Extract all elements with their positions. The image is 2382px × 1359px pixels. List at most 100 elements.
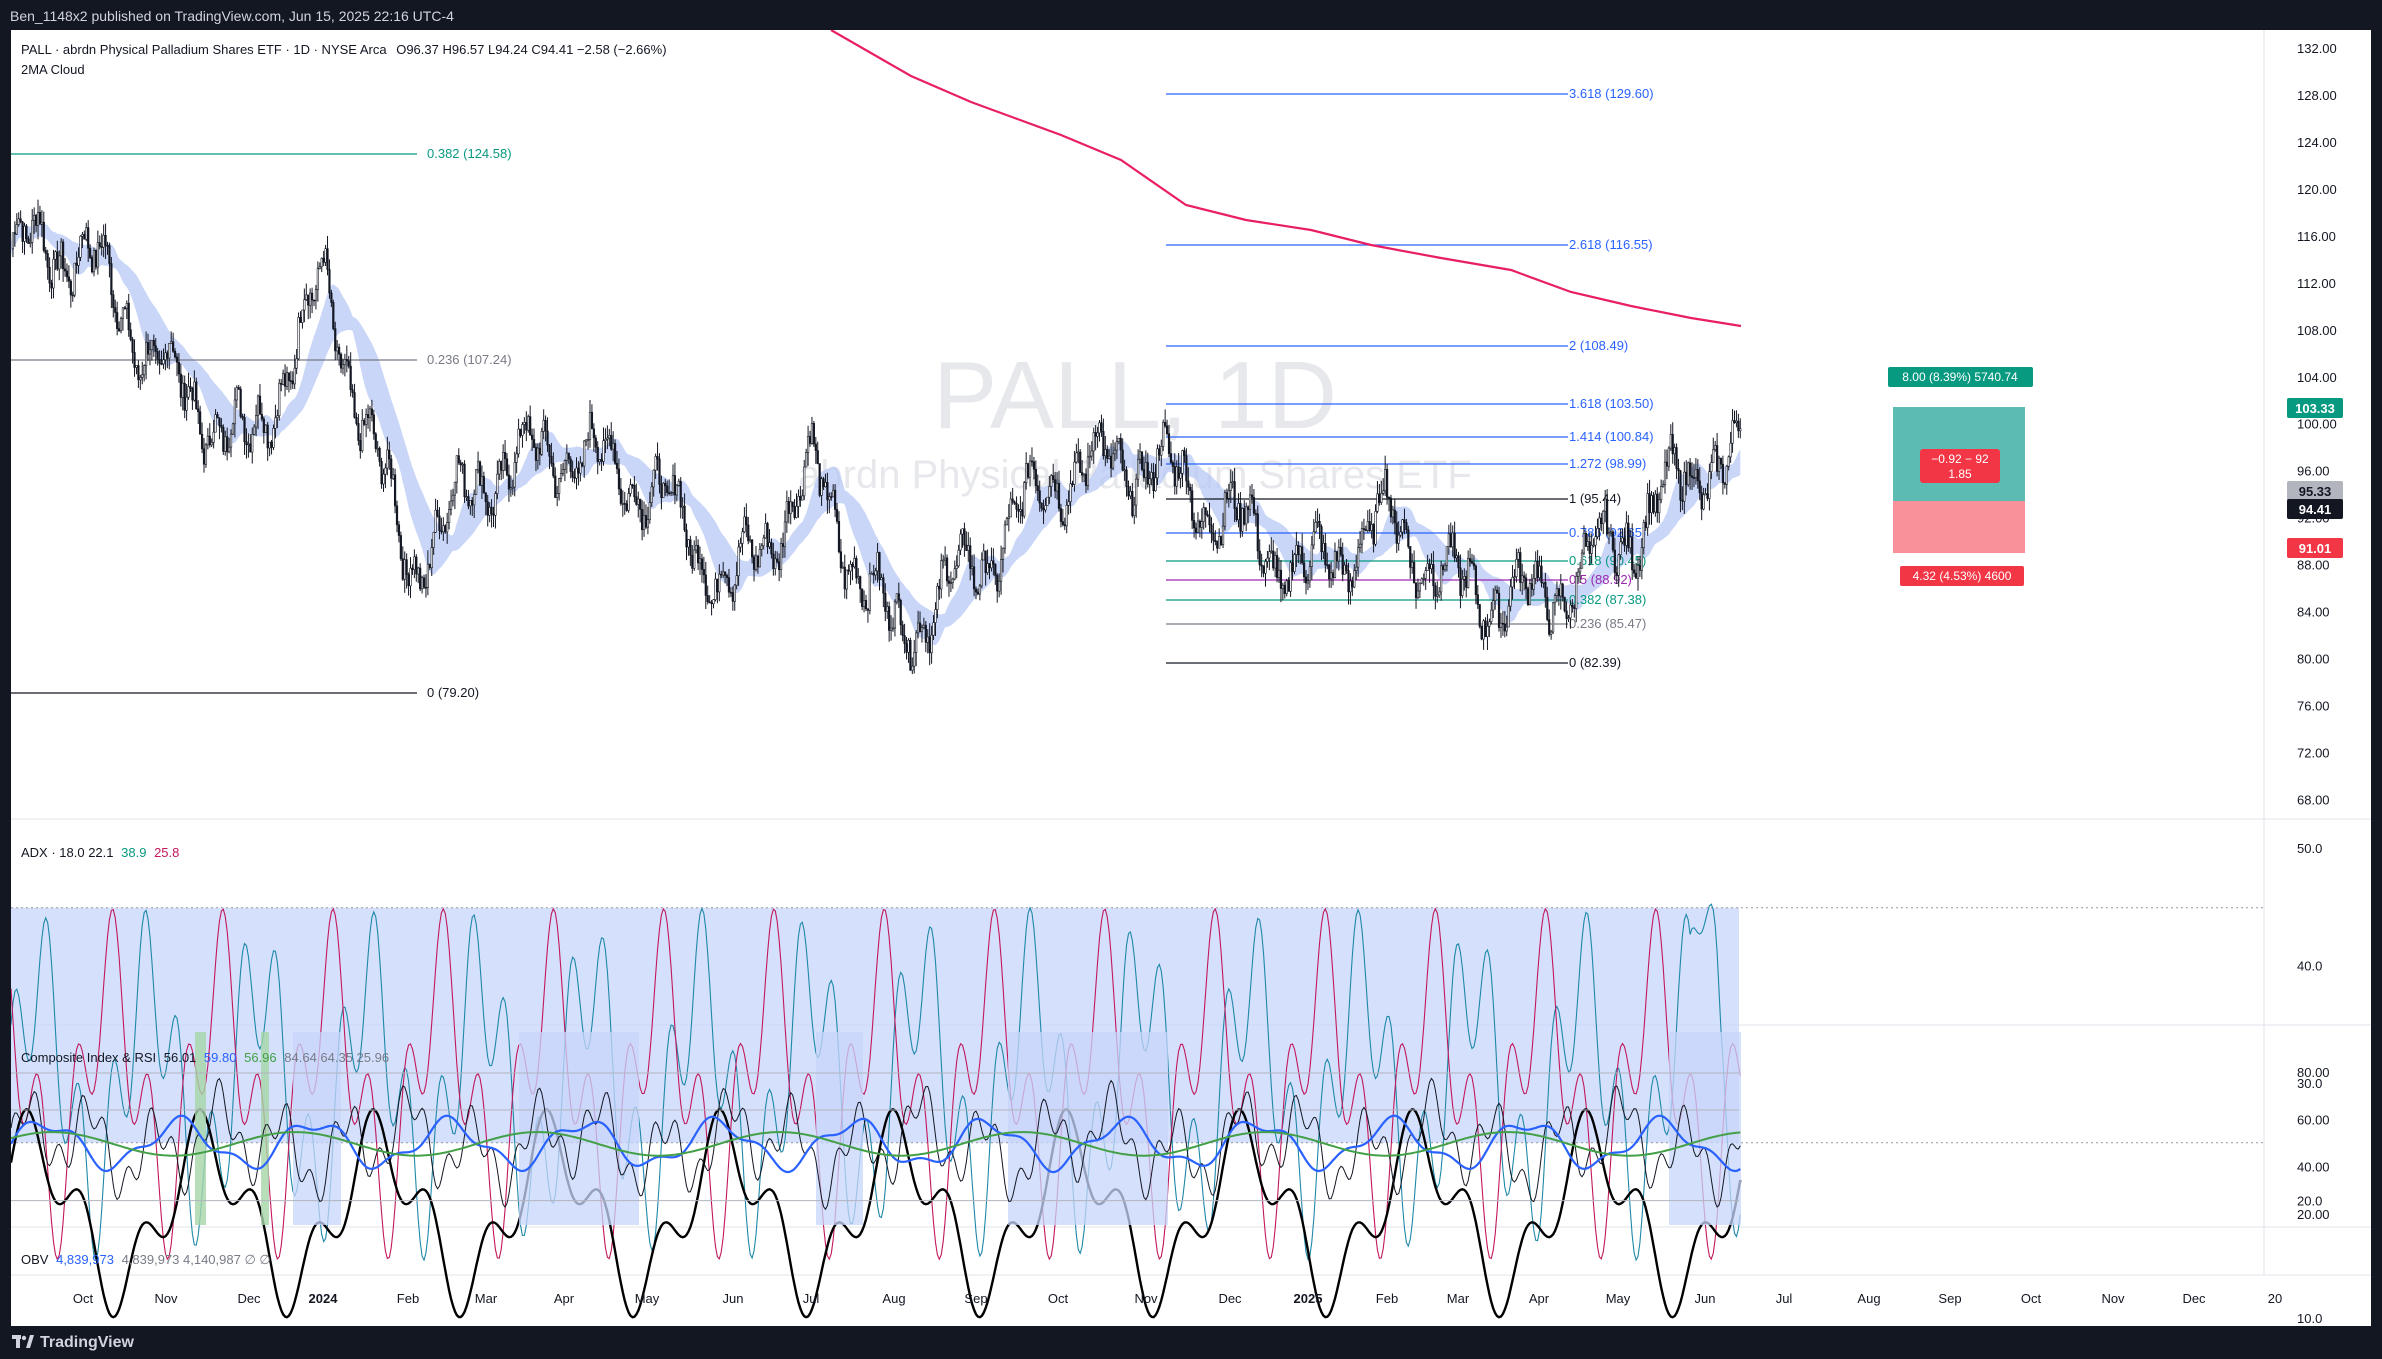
candle-body (258, 395, 262, 415)
candle-body (837, 521, 841, 553)
candle-body (704, 574, 707, 596)
candle-body (1368, 521, 1371, 531)
time-axis-tick: Dec (2182, 1291, 2206, 1306)
candle-body (332, 302, 335, 330)
candle-body (1196, 520, 1200, 533)
candle-body (610, 435, 613, 450)
position-stop-badge (1900, 566, 2024, 586)
candle-body (644, 515, 648, 528)
candle-body (1629, 536, 1632, 549)
candle-body (397, 524, 401, 536)
candle-body (681, 505, 684, 508)
candle-body (1432, 564, 1435, 587)
candle-body (1127, 486, 1130, 497)
chart-frame[interactable]: PALL, 1D abrdn Physical Palladium Shares … (9, 29, 2371, 1326)
candle-body (1625, 522, 1628, 546)
candle-body (96, 242, 99, 268)
candle-body (725, 575, 729, 578)
candle-body (158, 358, 161, 364)
candle-body (1372, 524, 1375, 545)
candle-body (129, 329, 132, 340)
candle-body (565, 452, 568, 461)
candle-body (969, 545, 972, 569)
candle-body (436, 509, 439, 517)
candle-body (1366, 521, 1369, 531)
obv-label: OBV (21, 1252, 49, 1267)
price-tag-box (2287, 481, 2343, 501)
candle-body (1144, 462, 1147, 478)
candle-body (386, 449, 389, 469)
top-bar: Ben_1148x2 published on TradingView.com,… (0, 0, 2382, 30)
candle-body (98, 242, 101, 247)
candle-body (229, 433, 233, 448)
candle-body (556, 493, 559, 498)
candle-body (646, 519, 649, 528)
candle-body (1216, 541, 1219, 549)
candle-body (1044, 505, 1047, 511)
candle-body (280, 382, 283, 385)
candle-body (310, 292, 314, 301)
candle-body (1725, 465, 1728, 485)
time-axis-tick: Apr (554, 1291, 575, 1306)
candle-body (1465, 576, 1468, 588)
candle-body (116, 312, 119, 329)
candle-body (718, 573, 721, 593)
candle-body (187, 386, 190, 398)
candle-body (1204, 507, 1207, 515)
candle-body (1092, 432, 1095, 452)
candle-body (131, 339, 134, 353)
candle-body (656, 456, 659, 460)
tradingview-logo[interactable]: TradingView (12, 1334, 134, 1352)
candle-body (1613, 549, 1616, 573)
candle-body (1671, 434, 1674, 455)
candle-body (476, 461, 480, 471)
candle-body (150, 340, 153, 351)
candle-body (1341, 554, 1344, 575)
candle-body (585, 439, 588, 442)
candle-body (426, 563, 429, 588)
price-tag-label: 95.33 (2299, 484, 2332, 499)
candle-body (1563, 596, 1566, 612)
candle-body (963, 528, 966, 546)
candle-body (876, 552, 879, 572)
candle-body (1623, 537, 1626, 546)
candle-body (959, 533, 962, 551)
candle-body (38, 211, 42, 225)
candle-body (1424, 570, 1427, 579)
candle-body (168, 342, 171, 359)
candle-body (1571, 604, 1574, 608)
candle-body (779, 543, 783, 570)
candle-body (282, 373, 285, 385)
position-stop-zone (1893, 501, 2025, 553)
candle-body (1027, 463, 1030, 478)
candle-body (812, 423, 815, 445)
candle-body (1333, 551, 1337, 578)
candle-body (1191, 490, 1194, 521)
candle-body (1073, 461, 1076, 485)
candle-body (1411, 561, 1414, 568)
composite-index-line (10, 1077, 1741, 1211)
candle-body (488, 506, 491, 516)
candle-body (629, 484, 632, 494)
candle-body (1206, 514, 1209, 517)
candle-body (393, 474, 397, 507)
ma-cloud (11, 222, 1741, 646)
candle-body (500, 461, 503, 471)
candle-body (1289, 562, 1292, 592)
time-axis-tick: Oct (73, 1291, 94, 1306)
candle-body (1615, 572, 1618, 576)
candle-body (752, 556, 756, 570)
candle-body (415, 556, 418, 575)
candle-body (1569, 604, 1572, 619)
candle-body (11, 232, 15, 250)
candle-body (1304, 576, 1308, 584)
candle-body (909, 639, 912, 671)
candle-body (619, 488, 622, 504)
candle-body (945, 557, 949, 582)
candle-body (1138, 451, 1142, 460)
candle-body (729, 591, 732, 594)
candle-body (204, 444, 208, 465)
candle-body (554, 475, 557, 498)
candle-body (405, 559, 408, 575)
